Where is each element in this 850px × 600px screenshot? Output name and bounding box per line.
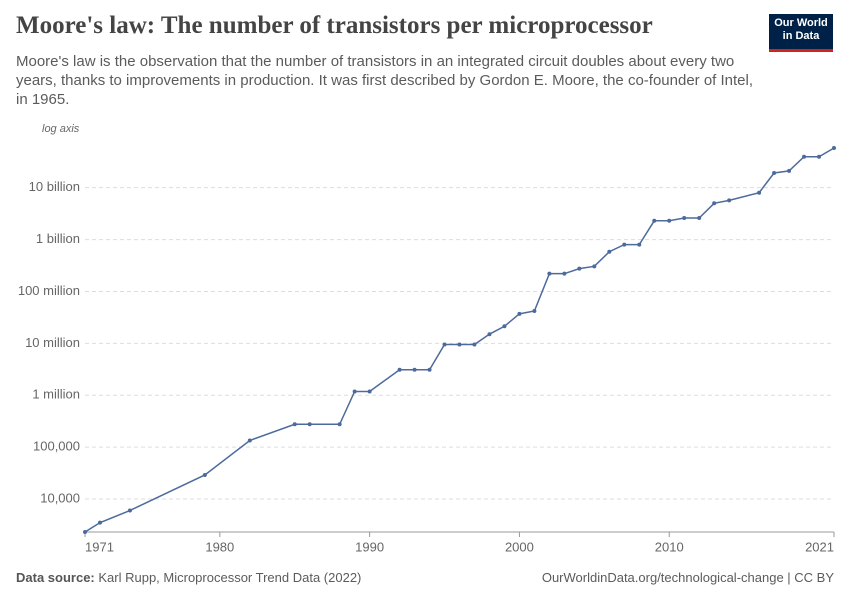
point xyxy=(652,218,657,223)
point xyxy=(442,342,447,347)
chart-title: Moore's law: The number of transistors p… xyxy=(16,12,653,39)
point xyxy=(502,324,507,329)
point xyxy=(352,389,357,394)
point xyxy=(577,266,582,271)
point xyxy=(427,367,432,372)
logo[interactable]: Our World in Data xyxy=(769,14,833,52)
point xyxy=(517,311,522,316)
point xyxy=(637,242,642,247)
point xyxy=(532,308,537,313)
source: Data source: Karl Rupp, Microprocessor T… xyxy=(16,570,361,585)
y-tick-label: 10 billion xyxy=(29,179,80,194)
x-tick-label: 2010 xyxy=(655,539,684,554)
point xyxy=(127,508,132,513)
point xyxy=(472,342,477,347)
point xyxy=(292,422,297,427)
point xyxy=(787,168,792,173)
point xyxy=(712,201,717,206)
x-tick-label: 1971 xyxy=(85,539,114,554)
point xyxy=(817,154,822,159)
point xyxy=(562,271,567,276)
point xyxy=(412,367,417,372)
point xyxy=(337,422,342,427)
y-tick-label: 100,000 xyxy=(33,439,80,454)
chart-subtitle: Moore's law is the observation that the … xyxy=(16,53,754,108)
point xyxy=(307,422,312,427)
x-tick-label: 2000 xyxy=(505,539,534,554)
logo-line: in Data xyxy=(782,30,820,42)
axis-note: log axis xyxy=(42,123,80,135)
point xyxy=(247,438,252,443)
point xyxy=(397,367,402,372)
source-label: Data source: xyxy=(16,570,95,585)
x-tick-label: 1990 xyxy=(355,539,384,554)
x-tick-label: 1980 xyxy=(205,539,234,554)
point xyxy=(682,216,687,221)
point xyxy=(547,271,552,276)
y-tick-label: 10 million xyxy=(25,335,80,350)
point xyxy=(97,520,102,525)
point xyxy=(607,249,612,254)
point xyxy=(727,198,732,203)
point xyxy=(592,264,597,269)
point xyxy=(83,530,87,534)
y-tick-label: 100 million xyxy=(18,283,80,298)
point xyxy=(772,170,777,175)
point xyxy=(457,342,462,347)
point xyxy=(367,389,372,394)
point xyxy=(487,332,492,337)
x-tick-label: 2021 xyxy=(805,539,834,554)
point xyxy=(202,472,207,477)
credit[interactable]: OurWorldinData.org/technological-change … xyxy=(541,570,834,585)
point xyxy=(802,154,807,159)
point xyxy=(832,146,836,150)
point xyxy=(697,216,702,221)
source-text: Karl Rupp, Microprocessor Trend Data (20… xyxy=(98,570,362,585)
y-tick-label: 1 billion xyxy=(36,231,80,246)
y-tick-label: 1 million xyxy=(32,387,80,402)
logo-line: Our World xyxy=(774,17,828,29)
line xyxy=(84,147,835,533)
point xyxy=(757,190,762,195)
y-tick-label: 10,000 xyxy=(40,490,80,505)
point xyxy=(667,218,672,223)
point xyxy=(622,242,627,247)
